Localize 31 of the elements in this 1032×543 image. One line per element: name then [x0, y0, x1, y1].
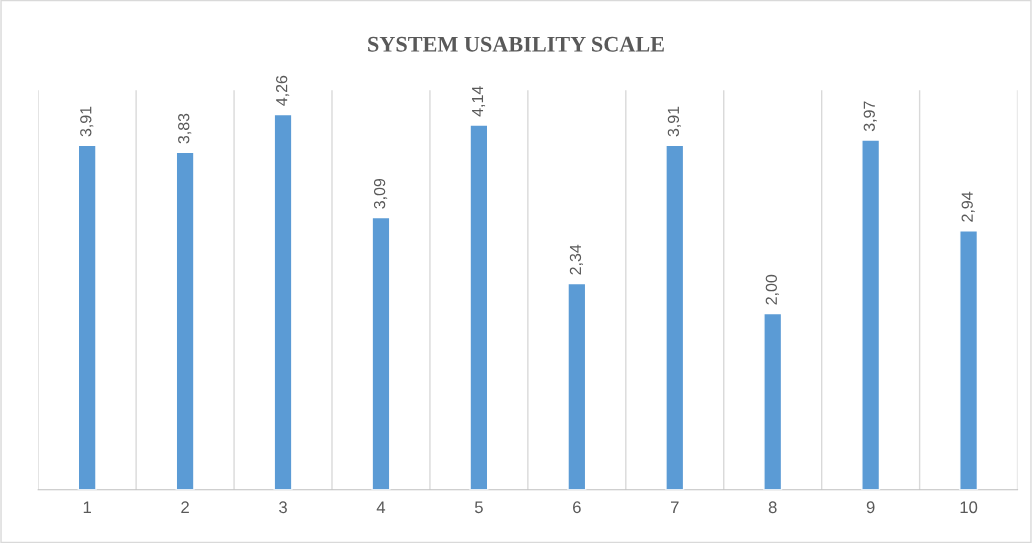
data-label: 2,94	[961, 191, 975, 222]
x-tick-label: 4	[376, 501, 386, 513]
data-label: 2,34	[569, 244, 584, 275]
bar	[567, 282, 587, 490]
data-label: 3,91	[80, 106, 94, 137]
bar	[665, 144, 685, 490]
bar	[273, 113, 293, 490]
bar	[77, 144, 97, 490]
data-label: 4,14	[472, 86, 486, 117]
data-label: 3,83	[178, 113, 192, 144]
bar	[469, 124, 489, 490]
chart-title: SYSTEM USABILITY SCALE	[368, 36, 664, 52]
x-tick-label: 5	[474, 501, 483, 514]
bar	[371, 216, 391, 490]
x-tick-label: 8	[768, 501, 777, 514]
bar	[861, 139, 881, 490]
x-tick-label: 9	[866, 501, 875, 514]
data-label: 3,97	[863, 101, 877, 132]
x-tick-label: 7	[670, 501, 679, 513]
x-tick-label: 1	[83, 501, 91, 513]
bar	[175, 151, 195, 490]
data-label: 4,26	[276, 75, 290, 106]
x-tick-label: 3	[279, 501, 287, 514]
bar	[763, 312, 783, 490]
bar	[959, 230, 979, 490]
x-tick-label: 2	[181, 501, 189, 513]
data-label: 2,00	[765, 274, 779, 305]
data-label: 3,91	[667, 106, 681, 137]
x-tick-label: 10	[960, 501, 978, 514]
x-tick-label: 6	[573, 501, 581, 514]
data-label: 3,09	[373, 178, 388, 209]
